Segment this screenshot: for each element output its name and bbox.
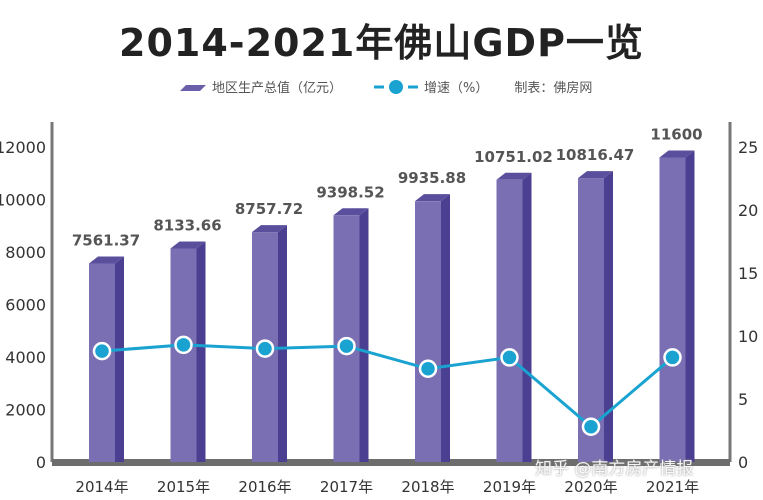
- bar-side: [196, 241, 206, 462]
- right-tick-label: 20: [738, 201, 758, 220]
- chart-title: 2014-2021年佛山GDP一览: [119, 21, 644, 65]
- bar: [578, 178, 604, 462]
- growth-line: [101, 343, 674, 429]
- bar-top: [496, 172, 532, 180]
- bar-top: [170, 241, 206, 249]
- bar-side: [604, 171, 613, 462]
- bar: [659, 157, 686, 462]
- left-tick-label: 4000: [5, 348, 46, 367]
- x-tick-label: 2015年: [157, 478, 210, 496]
- growth-point: [500, 348, 519, 367]
- left-tick-label: 0: [36, 453, 46, 472]
- bar-top: [578, 171, 613, 179]
- bar-data-label: 8133.66: [153, 216, 221, 234]
- bar-data-label: 9398.52: [316, 183, 384, 201]
- left-tick-label: 6000: [5, 296, 46, 315]
- growth-point: [418, 359, 438, 379]
- growth-point: [255, 339, 275, 358]
- growth-point: [663, 348, 682, 367]
- bar-side: [522, 172, 532, 463]
- bar-data-label: 7561.37: [72, 232, 140, 250]
- x-tick-label: 2019年: [483, 478, 536, 496]
- right-tick-label: 25: [738, 138, 758, 157]
- bar-data-label: 10816.47: [556, 146, 635, 164]
- bar-side: [685, 150, 695, 462]
- right-tick-label: 0: [738, 453, 748, 472]
- right-tick-label: 15: [738, 264, 758, 283]
- x-tick-label: 2020年: [564, 478, 617, 496]
- left-tick-label: 10000: [0, 191, 46, 210]
- legend-line-label: 增速（%）: [424, 81, 489, 96]
- bar-top: [415, 194, 450, 202]
- chart-source: 制表：佛房网: [514, 81, 593, 96]
- floor: [52, 459, 730, 466]
- left-tick-label: 2000: [5, 401, 46, 420]
- x-tick-label: 2018年: [401, 478, 454, 496]
- legend-bar-label: 地区生产总值（亿元）: [212, 81, 343, 96]
- bar-top: [659, 150, 695, 158]
- bar-data-label: 10751.02: [474, 148, 553, 166]
- right-tick-label: 10: [738, 327, 758, 346]
- legend-line-swatch: [374, 79, 419, 94]
- growth-point: [174, 335, 193, 355]
- bar-side: [359, 208, 369, 462]
- bar-top: [252, 225, 287, 233]
- bar-side: [441, 194, 450, 462]
- legend: 地区生产总值（亿元） 增速（%） 制表：佛房网: [180, 77, 598, 96]
- x-tick-label: 2017年: [320, 478, 373, 496]
- x-tick-label: 2016年: [238, 478, 291, 496]
- left-tick-label: 12000: [0, 138, 46, 157]
- bar: [89, 263, 115, 462]
- right-tick-label: 5: [738, 390, 748, 409]
- bar-data-label: 9935.88: [398, 169, 466, 187]
- growth-point: [581, 417, 601, 436]
- bar: [496, 179, 523, 463]
- bar-side: [115, 256, 124, 462]
- growth-point: [337, 336, 356, 356]
- bar: [170, 248, 197, 462]
- bar-side: [278, 225, 287, 462]
- watermark: 知乎 @南方房产情报: [535, 459, 694, 479]
- bar: [415, 201, 441, 462]
- growth-point: [92, 341, 112, 361]
- bar-data-label: 8757.72: [235, 200, 303, 218]
- x-tick-label: 2014年: [75, 478, 128, 496]
- bar-top: [89, 256, 124, 264]
- left-tick-label: 8000: [5, 243, 46, 262]
- bar-data-label: 11600: [650, 126, 702, 144]
- legend-bar-swatch: [180, 84, 206, 91]
- x-tick-label: 2021年: [646, 478, 699, 496]
- bar-top: [333, 208, 369, 216]
